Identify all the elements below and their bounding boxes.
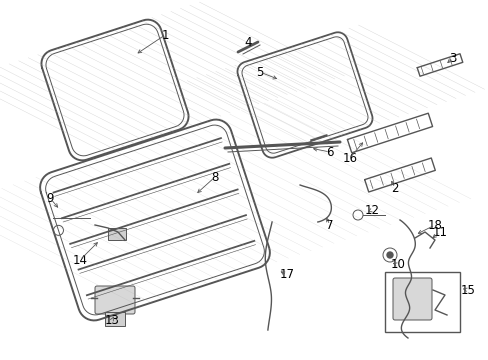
Text: 8: 8 — [211, 171, 218, 184]
Text: 7: 7 — [325, 219, 333, 231]
Circle shape — [386, 252, 392, 258]
Bar — [384, 272, 459, 332]
Text: 15: 15 — [460, 284, 474, 297]
Text: 9: 9 — [46, 192, 54, 204]
Text: 4: 4 — [244, 36, 251, 49]
Text: 10: 10 — [390, 258, 405, 271]
Text: 5: 5 — [256, 66, 263, 78]
Text: 17: 17 — [279, 269, 294, 282]
Text: 16: 16 — [342, 152, 357, 165]
Text: 12: 12 — [364, 203, 379, 216]
Text: 1: 1 — [161, 28, 168, 41]
FancyBboxPatch shape — [392, 278, 431, 320]
Text: 2: 2 — [390, 181, 398, 194]
Text: 3: 3 — [448, 51, 456, 64]
Text: 14: 14 — [72, 253, 87, 266]
Bar — [105, 312, 125, 326]
Text: 6: 6 — [325, 145, 333, 158]
FancyBboxPatch shape — [95, 286, 135, 314]
Text: 11: 11 — [431, 225, 447, 239]
Bar — [108, 228, 126, 240]
Text: 13: 13 — [104, 314, 119, 327]
Text: 18: 18 — [427, 219, 442, 231]
